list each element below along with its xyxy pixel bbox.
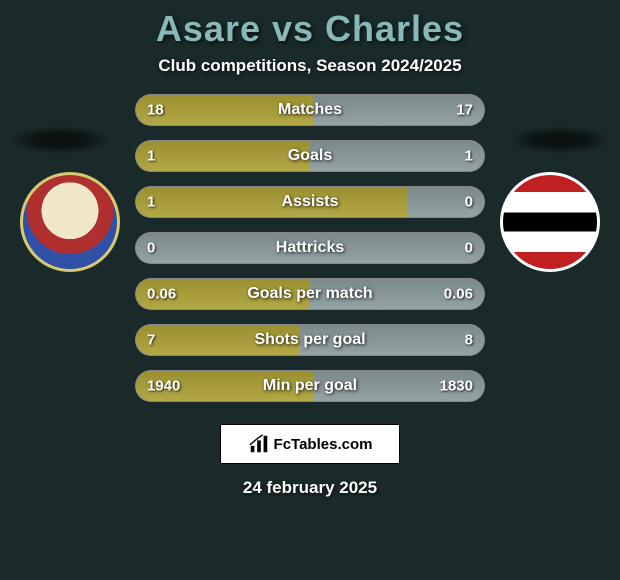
stat-value-left: 1940 <box>147 378 180 395</box>
stat-row: 0.06 0.06 Goals per match <box>135 278 485 310</box>
right-team-crest <box>500 172 600 272</box>
stat-value-left: 0.06 <box>147 286 176 303</box>
stat-label: Assists <box>282 193 339 211</box>
stat-value-left: 1 <box>147 148 155 165</box>
stat-value-right: 0.06 <box>444 286 473 303</box>
stat-bar-left <box>135 140 310 172</box>
stat-value-left: 0 <box>147 240 155 257</box>
chart-icon <box>248 433 270 455</box>
comparison-subtitle: Club competitions, Season 2024/2025 <box>158 56 461 76</box>
stat-bar-right <box>408 186 485 218</box>
stat-value-right: 17 <box>456 102 473 119</box>
stat-label: Hattricks <box>276 239 344 257</box>
stat-value-left: 1 <box>147 194 155 211</box>
stat-label: Matches <box>278 101 342 119</box>
right-player-shadow <box>510 126 610 154</box>
stat-row: 1 1 Goals <box>135 140 485 172</box>
stat-row: 0 0 Hattricks <box>135 232 485 264</box>
comparison-title: Asare vs Charles <box>156 8 464 50</box>
stat-label: Min per goal <box>263 377 357 395</box>
stat-row: 7 8 Shots per goal <box>135 324 485 356</box>
stat-value-right: 1 <box>465 148 473 165</box>
left-team-crest <box>20 172 120 272</box>
logo-text: FcTables.com <box>274 436 373 453</box>
stat-row: 18 17 Matches <box>135 94 485 126</box>
stat-bar-left <box>135 186 408 218</box>
stat-label: Goals <box>288 147 332 165</box>
stat-row: 1940 1830 Min per goal <box>135 370 485 402</box>
stat-value-right: 0 <box>465 240 473 257</box>
stat-value-right: 0 <box>465 194 473 211</box>
left-player-shadow <box>10 126 110 154</box>
stats-panel: 18 17 Matches 1 1 Goals 1 0 Assists 0 0 Hattricks 0.… <box>135 94 485 402</box>
stat-bar-right <box>310 140 485 172</box>
stat-value-right: 1830 <box>440 378 473 395</box>
stat-row: 1 0 Assists <box>135 186 485 218</box>
stat-value-left: 18 <box>147 102 164 119</box>
stat-value-right: 8 <box>465 332 473 349</box>
stat-value-left: 7 <box>147 332 155 349</box>
stat-label: Goals per match <box>247 285 372 303</box>
stat-label: Shots per goal <box>254 331 365 349</box>
fctables-logo[interactable]: FcTables.com <box>220 424 400 464</box>
snapshot-date: 24 february 2025 <box>243 478 377 498</box>
